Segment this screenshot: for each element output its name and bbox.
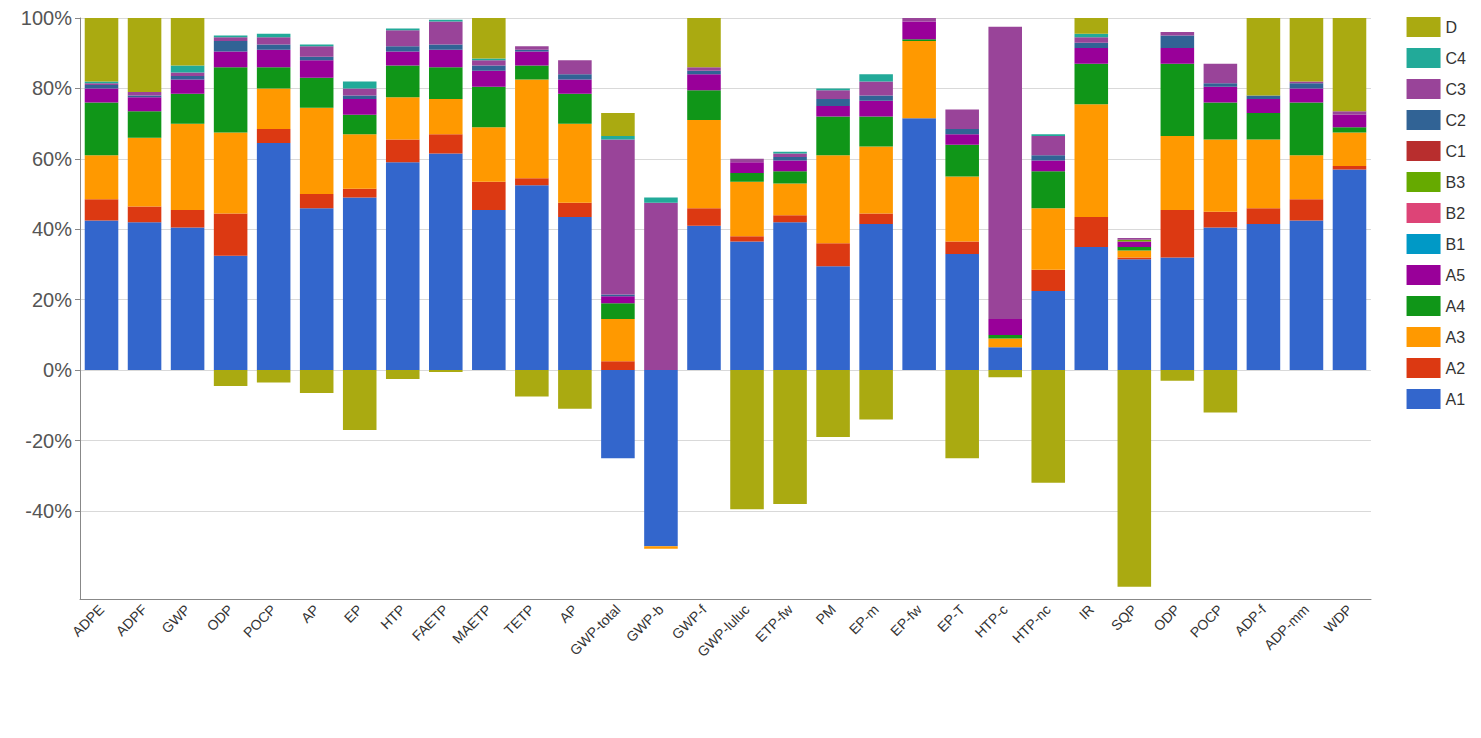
svg-text:MAETP: MAETP: [449, 601, 494, 646]
svg-text:ADPF: ADPF: [113, 601, 151, 639]
svg-text:IR: IR: [1076, 601, 1097, 622]
svg-text:HTP-nc: HTP-nc: [1009, 601, 1054, 646]
svg-text:EP-T: EP-T: [934, 601, 968, 635]
svg-text:GWP-f: GWP-f: [669, 601, 710, 642]
svg-text:PM: PM: [813, 601, 839, 627]
svg-text:GWP-total: GWP-total: [567, 601, 624, 658]
svg-text:WDP: WDP: [1321, 601, 1355, 635]
svg-text:ETP-fw: ETP-fw: [752, 601, 796, 645]
svg-text:EP-fw: EP-fw: [887, 601, 925, 639]
svg-text:A1: A1: [1446, 391, 1466, 408]
svg-text:A3: A3: [1446, 329, 1466, 346]
svg-text:D: D: [1446, 19, 1458, 36]
svg-text:B1: B1: [1446, 236, 1466, 253]
svg-text:C3: C3: [1446, 81, 1467, 98]
svg-text:AP: AP: [556, 601, 581, 626]
svg-text:SQP: SQP: [1108, 601, 1140, 633]
svg-text:HTP-c: HTP-c: [972, 601, 1011, 640]
svg-text:AP: AP: [298, 601, 323, 626]
svg-text:ADP-f: ADP-f: [1231, 601, 1269, 639]
svg-text:80%: 80%: [32, 77, 72, 99]
svg-text:TETP: TETP: [501, 601, 538, 638]
svg-text:ADP-mm: ADP-mm: [1261, 601, 1312, 652]
svg-text:B2: B2: [1446, 205, 1466, 222]
svg-text:POCP: POCP: [240, 601, 279, 640]
svg-text:20%: 20%: [32, 289, 72, 311]
svg-text:-40%: -40%: [25, 500, 72, 522]
svg-text:40%: 40%: [32, 218, 72, 240]
svg-text:HTP: HTP: [377, 601, 408, 632]
svg-text:A5: A5: [1446, 267, 1466, 284]
svg-text:100%: 100%: [21, 7, 72, 29]
svg-text:C2: C2: [1446, 112, 1467, 129]
svg-text:ODP: ODP: [204, 601, 237, 634]
svg-text:EP-m: EP-m: [846, 601, 882, 637]
svg-text:60%: 60%: [32, 148, 72, 170]
svg-text:GWP-luluc: GWP-luluc: [694, 601, 753, 660]
svg-text:A4: A4: [1446, 298, 1466, 315]
svg-text:0%: 0%: [43, 359, 72, 381]
svg-text:ADPE: ADPE: [69, 601, 107, 639]
svg-text:C1: C1: [1446, 143, 1467, 160]
svg-text:A2: A2: [1446, 360, 1466, 377]
svg-text:ODP: ODP: [1150, 601, 1183, 634]
svg-text:B3: B3: [1446, 174, 1466, 191]
svg-text:-20%: -20%: [25, 430, 72, 452]
svg-text:GWP-b: GWP-b: [623, 601, 667, 645]
svg-text:FAETP: FAETP: [409, 601, 452, 644]
svg-text:POCP: POCP: [1187, 601, 1226, 640]
svg-text:GWP: GWP: [158, 601, 193, 636]
svg-text:EP: EP: [341, 601, 366, 626]
svg-text:C4: C4: [1446, 50, 1467, 67]
